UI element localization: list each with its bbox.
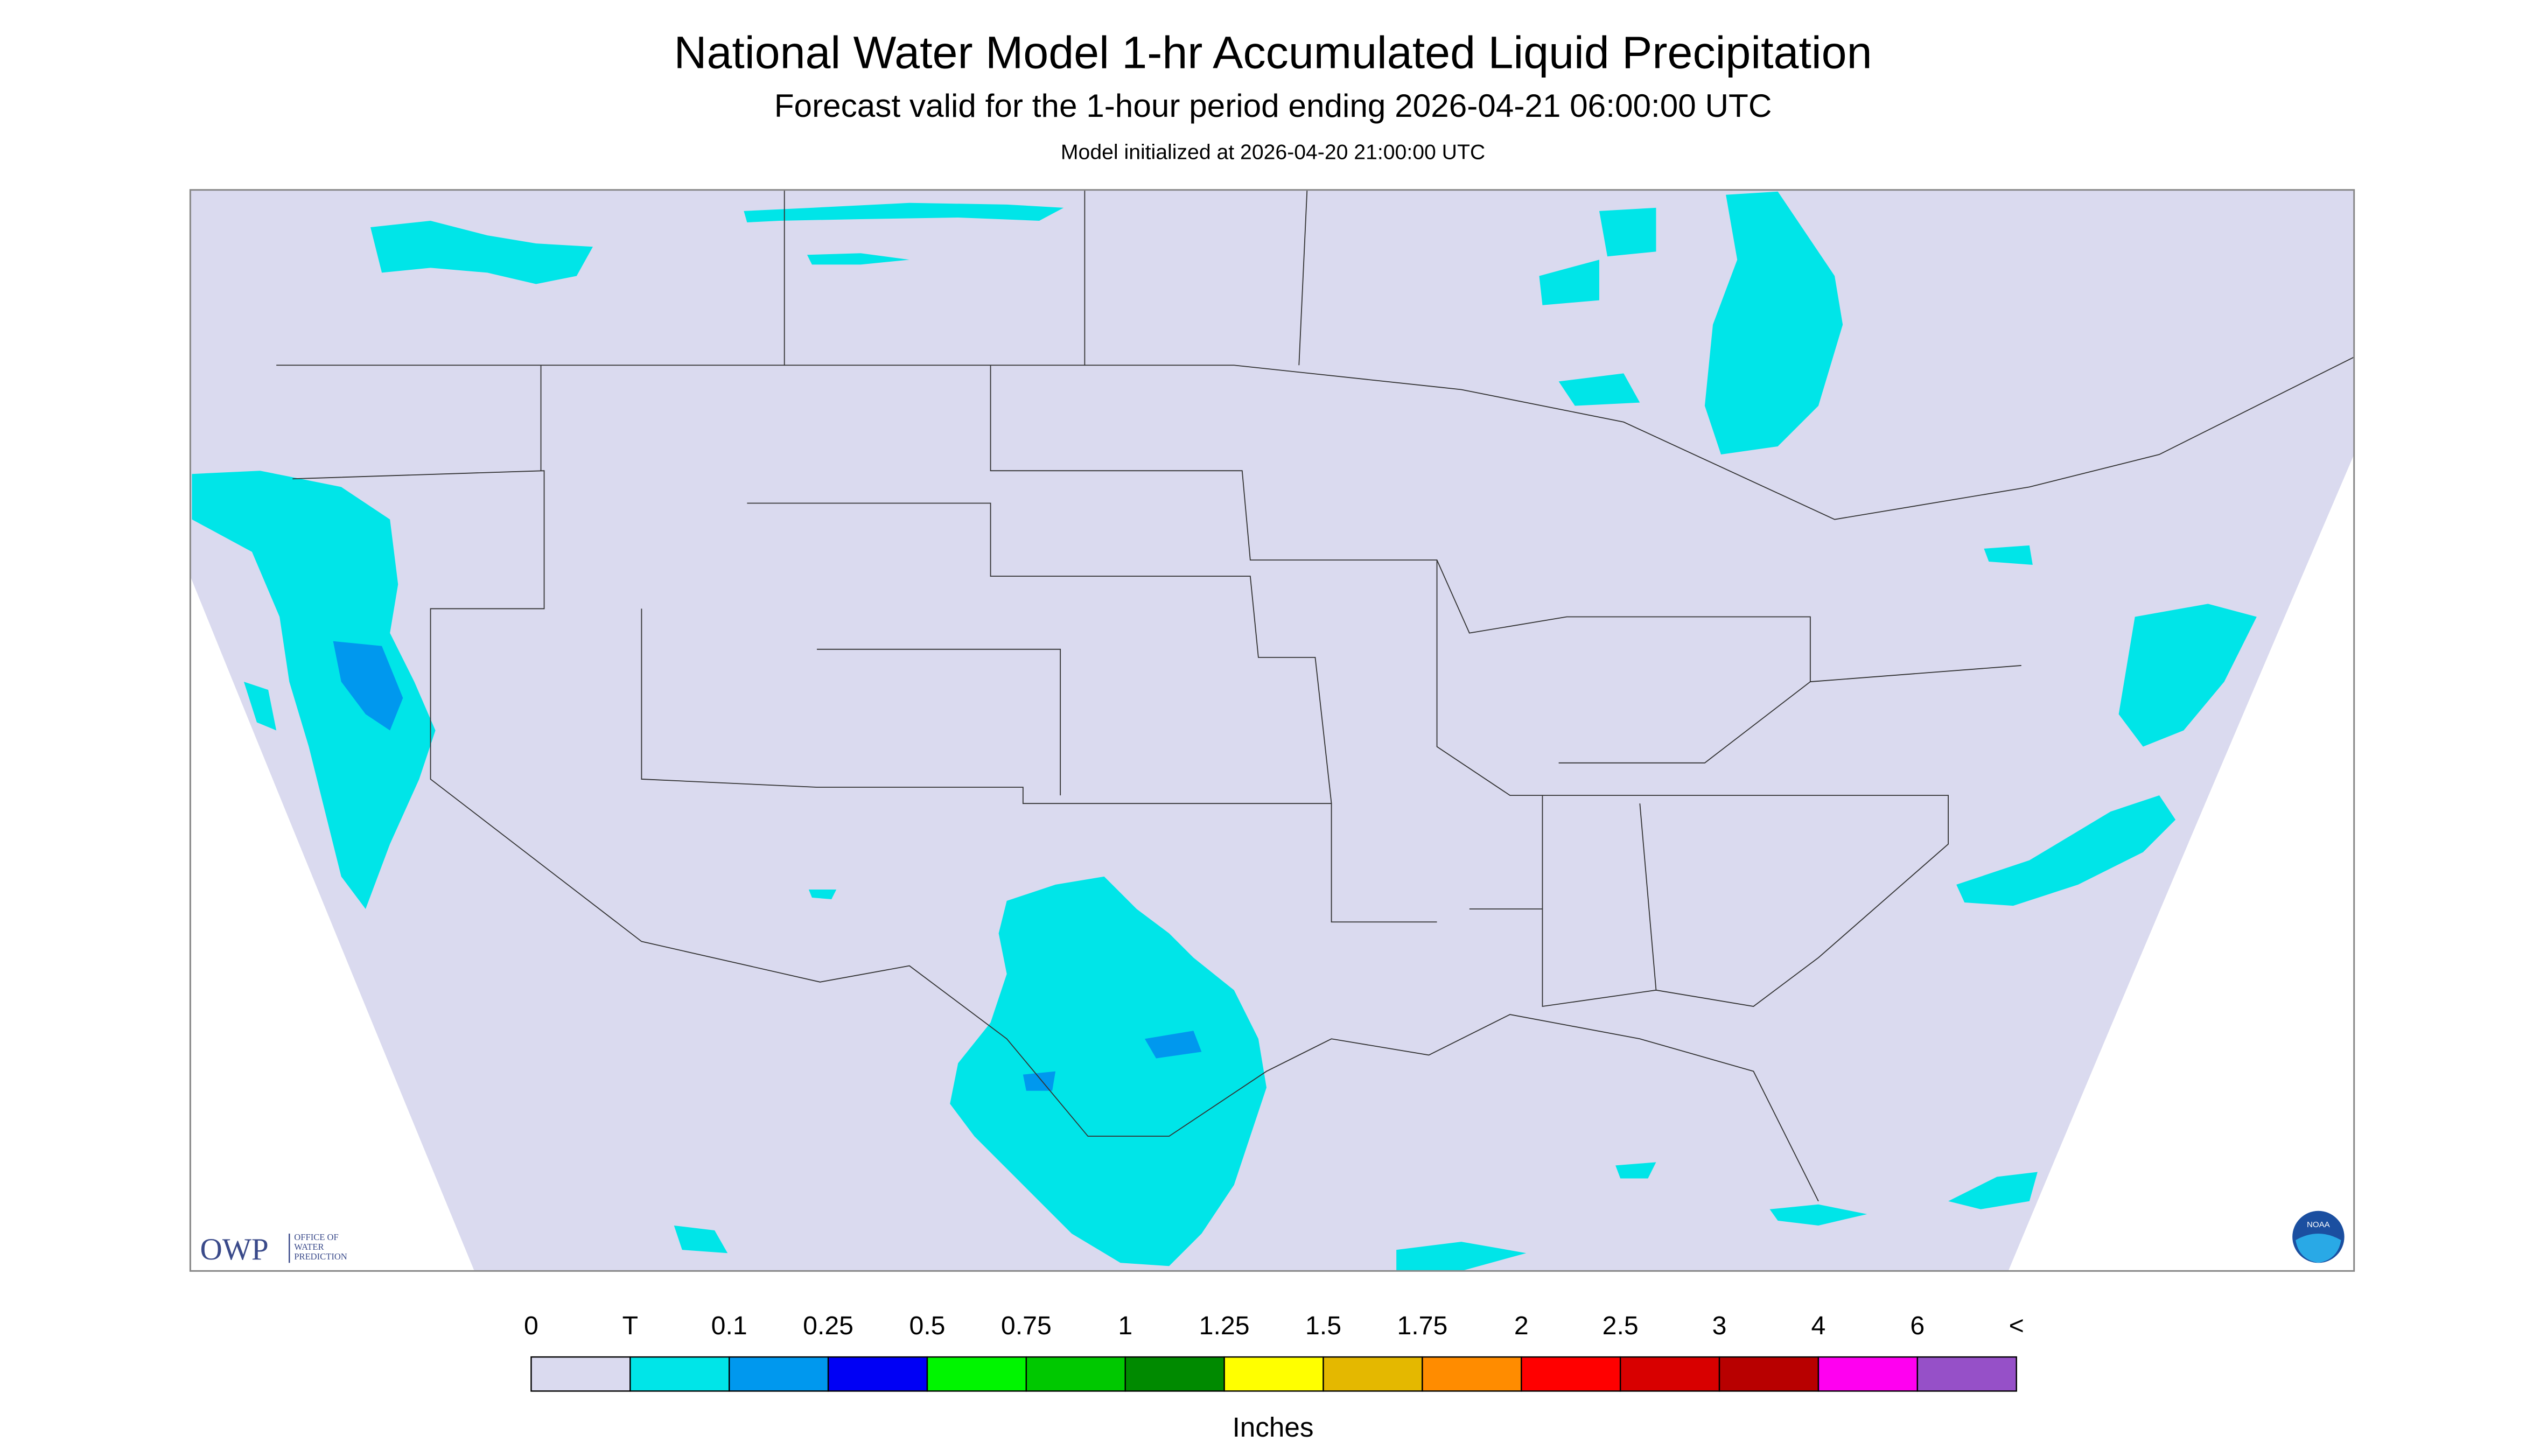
legend-label: 0.25 bbox=[803, 1311, 853, 1340]
legend-swatch bbox=[1323, 1356, 1423, 1392]
map: OWP OFFICE OF WATER PREDICTION NOAA bbox=[189, 189, 2355, 1272]
noaa-text: NOAA bbox=[2307, 1220, 2331, 1229]
legend-label: 0.5 bbox=[909, 1311, 945, 1340]
map-background bbox=[190, 190, 2354, 1271]
legend-label: < bbox=[2009, 1311, 2024, 1340]
legend-label: 4 bbox=[1811, 1311, 1826, 1340]
legend-swatch bbox=[926, 1356, 1027, 1392]
legend-label: 3 bbox=[1712, 1311, 1727, 1340]
legend-label: 0.75 bbox=[1001, 1311, 1052, 1340]
legend-label: 2.5 bbox=[1603, 1311, 1639, 1340]
legend-label: 6 bbox=[1910, 1311, 1925, 1340]
legend: 0 T 0.1 0.25 0.5 0.75 1 1.25 1.5 1.75 2 2.5 3 4 6 < bbox=[524, 1311, 2024, 1392]
legend-swatch bbox=[728, 1356, 829, 1392]
legend-label: 2 bbox=[1514, 1311, 1529, 1340]
borders bbox=[276, 190, 2355, 1202]
legend-swatch bbox=[530, 1356, 631, 1392]
legend-unit: Inches bbox=[1233, 1412, 1314, 1443]
legend-swatch bbox=[1916, 1356, 2017, 1392]
legend-label: 1 bbox=[1118, 1311, 1132, 1340]
legend-swatch bbox=[1124, 1356, 1225, 1392]
legend-swatch bbox=[827, 1356, 928, 1392]
map-frame bbox=[189, 189, 2355, 1272]
legend-swatch bbox=[1025, 1356, 1126, 1392]
init-time: Model initialized at 2026-04-20 21:00:00… bbox=[1061, 141, 1485, 164]
domain-mask-right bbox=[2008, 454, 2354, 1271]
legend-swatch bbox=[1619, 1356, 1720, 1392]
legend-swatch bbox=[1817, 1356, 1919, 1392]
precip-areas bbox=[192, 191, 2257, 1271]
noaa-wave bbox=[2296, 1234, 2341, 1263]
owp-line: WATER bbox=[294, 1242, 324, 1252]
owp-logo: OWP bbox=[200, 1233, 268, 1266]
owp-line: OFFICE OF bbox=[294, 1232, 338, 1242]
legend-label: 1.25 bbox=[1199, 1311, 1250, 1340]
legend-swatch bbox=[629, 1356, 730, 1392]
legend-swatch bbox=[1718, 1356, 1820, 1392]
owp-line: PREDICTION bbox=[294, 1251, 347, 1262]
title: National Water Model 1-hr Accumulated Li… bbox=[674, 27, 1872, 78]
legend-label: 0 bbox=[524, 1311, 538, 1340]
legend-label: 1.5 bbox=[1305, 1311, 1341, 1340]
legend-swatch bbox=[1422, 1356, 1522, 1392]
legend-label: 1.75 bbox=[1397, 1311, 1447, 1340]
legend-swatch bbox=[1521, 1356, 1621, 1392]
subtitle: Forecast valid for the 1-hour period end… bbox=[774, 87, 1772, 124]
domain-mask-left bbox=[190, 576, 474, 1271]
legend-label: T bbox=[622, 1311, 638, 1340]
legend-swatch bbox=[1223, 1356, 1324, 1392]
legend-label: 0.1 bbox=[711, 1311, 747, 1340]
